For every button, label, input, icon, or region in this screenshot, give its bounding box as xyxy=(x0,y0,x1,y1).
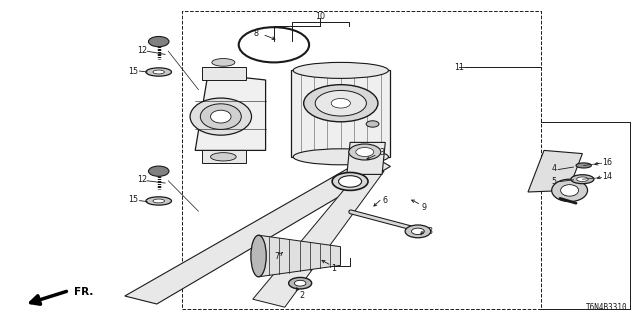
Ellipse shape xyxy=(412,228,424,235)
Polygon shape xyxy=(202,67,246,80)
Text: 7: 7 xyxy=(274,252,279,261)
Text: 16: 16 xyxy=(602,158,612,167)
Ellipse shape xyxy=(577,177,588,181)
Ellipse shape xyxy=(190,98,252,135)
Text: 1: 1 xyxy=(332,264,337,273)
Ellipse shape xyxy=(200,104,241,129)
Polygon shape xyxy=(125,155,390,304)
Ellipse shape xyxy=(251,235,266,277)
Polygon shape xyxy=(253,165,384,307)
Ellipse shape xyxy=(571,175,594,184)
Text: 9: 9 xyxy=(421,203,426,212)
Ellipse shape xyxy=(405,225,431,238)
Ellipse shape xyxy=(148,166,169,176)
Ellipse shape xyxy=(315,91,367,116)
Ellipse shape xyxy=(332,99,351,108)
Text: 6: 6 xyxy=(382,196,387,205)
Ellipse shape xyxy=(332,172,368,190)
Text: FR.: FR. xyxy=(74,287,93,297)
Ellipse shape xyxy=(211,110,231,123)
Ellipse shape xyxy=(153,199,164,203)
Ellipse shape xyxy=(561,185,579,196)
Text: 11: 11 xyxy=(454,63,464,72)
Text: 15: 15 xyxy=(128,67,138,76)
Ellipse shape xyxy=(576,163,591,168)
Text: 12: 12 xyxy=(137,175,147,184)
Text: 3: 3 xyxy=(380,148,385,157)
Text: 10: 10 xyxy=(315,12,325,21)
Ellipse shape xyxy=(148,36,169,47)
Ellipse shape xyxy=(293,62,388,78)
Polygon shape xyxy=(347,142,385,174)
Ellipse shape xyxy=(211,153,236,161)
Bar xyxy=(291,70,390,157)
Ellipse shape xyxy=(294,280,306,286)
Text: 4: 4 xyxy=(552,164,557,173)
Ellipse shape xyxy=(146,197,172,205)
Text: 8: 8 xyxy=(253,29,259,38)
Polygon shape xyxy=(528,150,582,192)
Text: 12: 12 xyxy=(137,46,147,55)
Polygon shape xyxy=(259,235,340,277)
Ellipse shape xyxy=(366,121,379,127)
Text: 5: 5 xyxy=(552,177,557,186)
Ellipse shape xyxy=(356,148,374,156)
Ellipse shape xyxy=(349,144,381,160)
Text: 13: 13 xyxy=(423,227,433,236)
Polygon shape xyxy=(195,74,266,150)
Text: 2: 2 xyxy=(299,291,304,300)
Text: 15: 15 xyxy=(128,196,138,204)
Ellipse shape xyxy=(212,59,235,66)
Ellipse shape xyxy=(293,149,388,165)
Ellipse shape xyxy=(289,277,312,289)
Ellipse shape xyxy=(146,68,172,76)
Ellipse shape xyxy=(552,179,588,202)
Text: T6N4B3310: T6N4B3310 xyxy=(586,303,627,312)
Polygon shape xyxy=(202,150,246,163)
Ellipse shape xyxy=(153,70,164,74)
Ellipse shape xyxy=(339,176,362,187)
Text: 14: 14 xyxy=(602,172,612,181)
Ellipse shape xyxy=(303,85,378,122)
